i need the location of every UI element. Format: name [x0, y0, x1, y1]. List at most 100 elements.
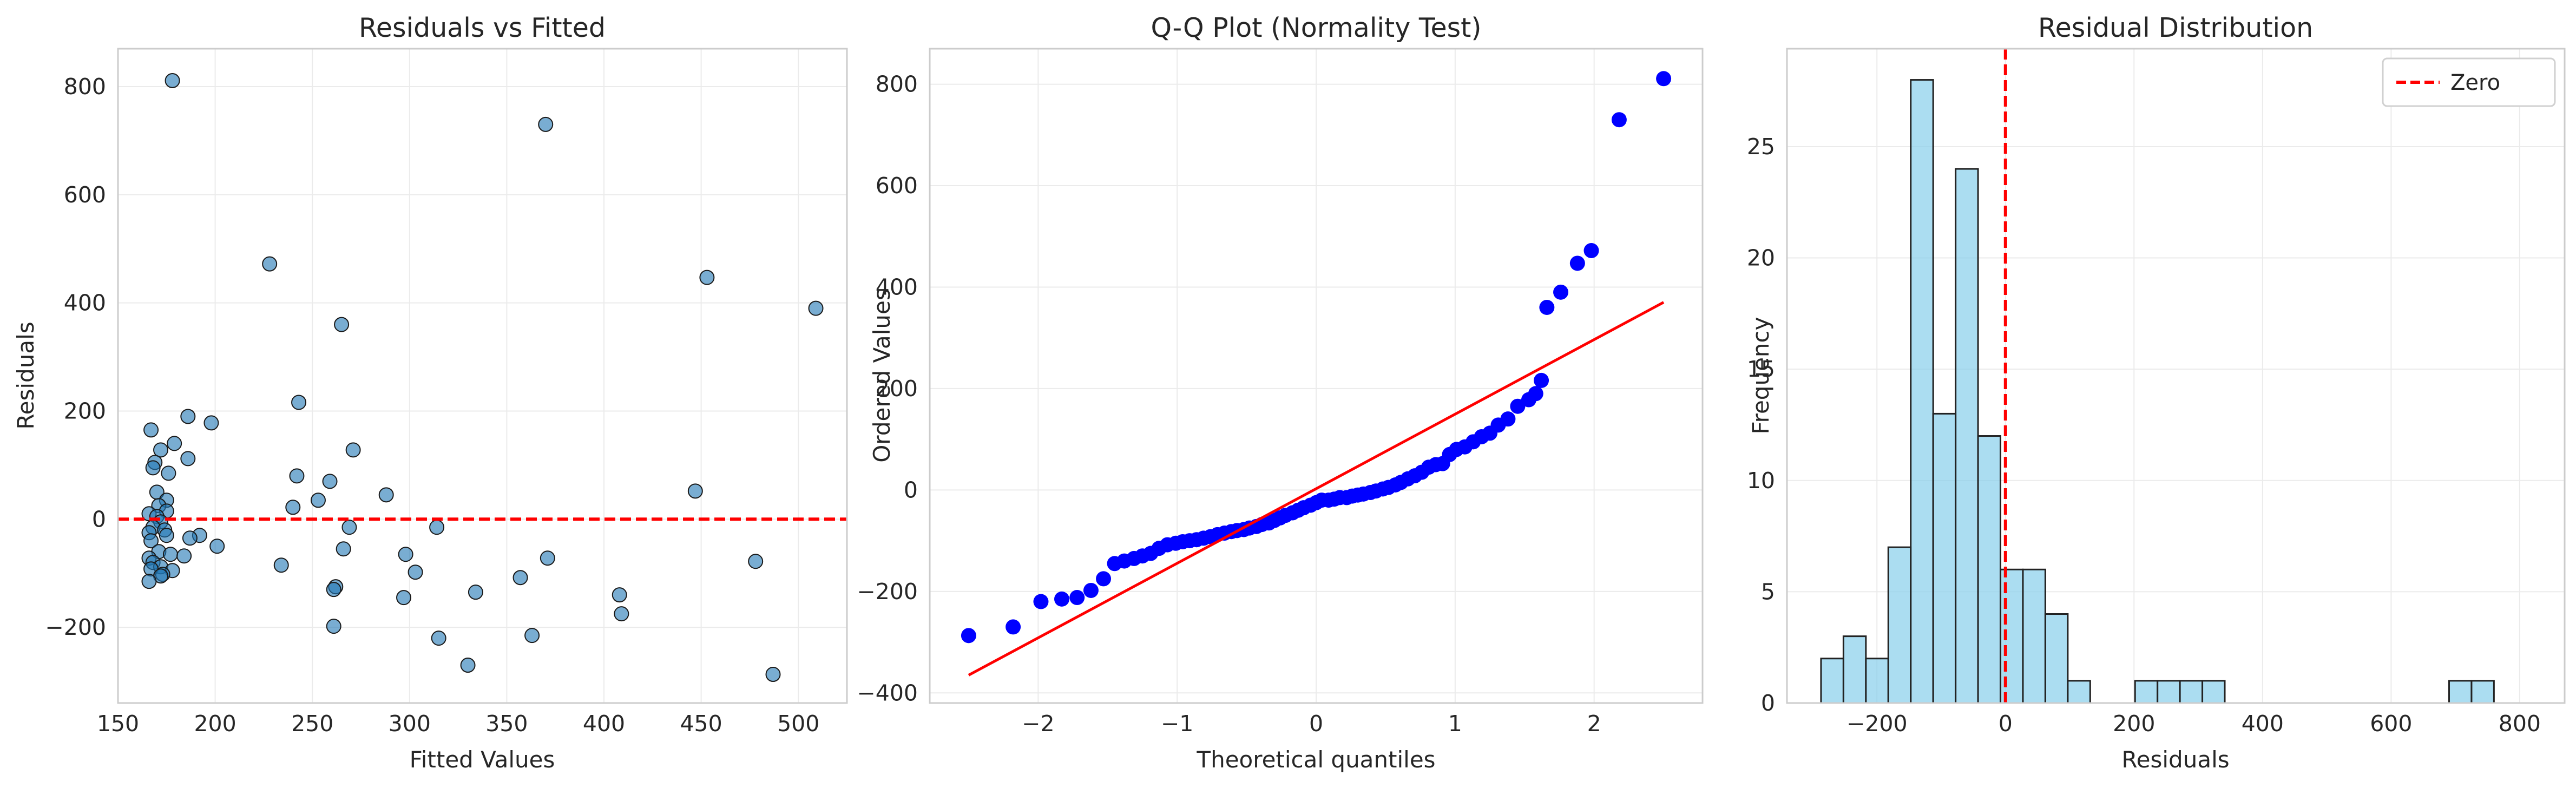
residual-point	[748, 554, 764, 569]
residual-point	[396, 590, 412, 606]
y-tick-label: −200	[45, 614, 106, 640]
x-tick-label: 500	[777, 711, 819, 737]
residual-point	[429, 520, 445, 535]
chart-title: Q-Q Plot (Normality Test)	[1151, 12, 1482, 43]
residual-point	[161, 465, 176, 481]
residual-point	[203, 415, 219, 431]
residual-point	[180, 409, 196, 424]
residual-point	[180, 451, 196, 467]
quantile-point	[1569, 255, 1585, 271]
residual-point	[162, 547, 178, 562]
histogram-bar	[2022, 568, 2046, 704]
residual-point	[326, 582, 341, 597]
y-tick-label: 800	[64, 74, 106, 100]
y-tick-label: −400	[857, 680, 918, 706]
x-tick-label: 0	[1309, 711, 1323, 737]
plot-frame	[1786, 48, 2566, 704]
y-tick-label: 400	[64, 290, 106, 316]
residual-point	[143, 533, 159, 549]
y-tick-label: 200	[64, 398, 106, 424]
residual-point	[524, 628, 540, 643]
residual-point	[336, 541, 351, 557]
residuals-vs-fitted-panel: 150 200 250 300 350 400 450 500 −200 0 200 400 600 80…	[12, 12, 848, 773]
x-tick-label: 200	[2113, 711, 2155, 737]
x-tick-label: 200	[194, 711, 236, 737]
quantile-point	[1006, 619, 1021, 635]
chart-title: Residuals vs Fitted	[359, 12, 606, 43]
x-axis-label: Fitted Values	[410, 746, 555, 773]
histogram-bar	[2044, 613, 2069, 704]
quantile-point	[1656, 71, 1672, 87]
x-tick-label: 800	[2499, 711, 2541, 737]
residual-distribution-panel: −200 0 200 400 600 800 0 5 10 15 20 25 Residual Dis…	[1747, 12, 2566, 773]
x-tick-label: 250	[291, 711, 333, 737]
residual-point	[182, 530, 198, 546]
chart-title: Residual Distribution	[2038, 12, 2313, 43]
quantile-point	[1528, 386, 1543, 402]
histogram-bar	[1977, 435, 2002, 704]
residual-point	[262, 256, 278, 272]
y-axis-label: Residuals	[12, 321, 39, 429]
residual-point	[540, 550, 555, 566]
histogram-bar	[2470, 680, 2495, 704]
residual-point	[176, 548, 192, 564]
y-tick-label: 400	[876, 274, 918, 300]
y-tick-label: 0	[904, 477, 918, 503]
x-tick-label: 1	[1448, 711, 1462, 737]
quantile-point	[1539, 299, 1555, 315]
x-tick-label: −2	[1022, 711, 1054, 737]
histogram-bar	[1887, 546, 1912, 704]
x-tick-label: 450	[680, 711, 722, 737]
histogram-bar	[2157, 680, 2181, 704]
x-axis-label: Residuals	[2121, 746, 2229, 773]
histogram-bar	[1842, 635, 1867, 704]
residual-point	[310, 492, 326, 508]
residual-point	[273, 557, 289, 573]
plot-frame	[929, 48, 1704, 704]
residual-point	[431, 631, 446, 646]
residual-point	[699, 270, 715, 285]
quantile-point	[961, 628, 976, 643]
histogram-bar	[1932, 412, 1957, 704]
residual-point	[512, 570, 528, 586]
y-tick-label: 15	[1747, 356, 1775, 382]
histogram-bar	[2448, 680, 2473, 704]
y-tick-label: 0	[92, 506, 106, 532]
quantile-point	[1553, 284, 1569, 300]
quantile-point	[1500, 411, 1516, 427]
y-tick-label: 800	[876, 71, 918, 97]
histogram-bar	[2000, 568, 2024, 704]
histogram-bar	[1910, 79, 1934, 704]
x-tick-label: 2	[1587, 711, 1601, 737]
residual-point	[345, 442, 361, 458]
x-tick-label: 400	[583, 711, 625, 737]
residual-point	[159, 528, 174, 543]
y-axis-label: Ordered Values	[869, 288, 895, 463]
x-tick-label: 0	[1999, 711, 2013, 737]
residual-point	[687, 483, 703, 499]
residual-point	[289, 468, 305, 484]
residual-point	[153, 442, 169, 458]
quantile-point	[1033, 594, 1049, 609]
quantile-point	[1096, 571, 1112, 587]
histogram-bar	[1820, 658, 1844, 704]
legend: Zero	[2382, 57, 2556, 107]
quantile-point	[1083, 582, 1099, 598]
histogram-bar	[2202, 680, 2226, 704]
histogram-bar	[1955, 168, 1979, 704]
residual-point	[808, 300, 824, 316]
residual-point	[460, 658, 476, 673]
qq-plot-panel: −2 −1 0 1 2 −400 −200 0 200 400 600 800 Q-Q Plot (N…	[857, 12, 1704, 773]
residual-point	[538, 116, 554, 132]
residual-point	[765, 667, 781, 682]
residual-point	[167, 436, 182, 451]
residual-point	[145, 460, 161, 476]
residual-point	[398, 547, 413, 562]
y-tick-label: 10	[1747, 468, 1775, 494]
quantile-point	[1534, 372, 1549, 388]
residual-point	[326, 619, 341, 634]
residual-point	[141, 574, 157, 589]
residual-point	[143, 422, 159, 438]
quantile-point	[1583, 243, 1599, 259]
